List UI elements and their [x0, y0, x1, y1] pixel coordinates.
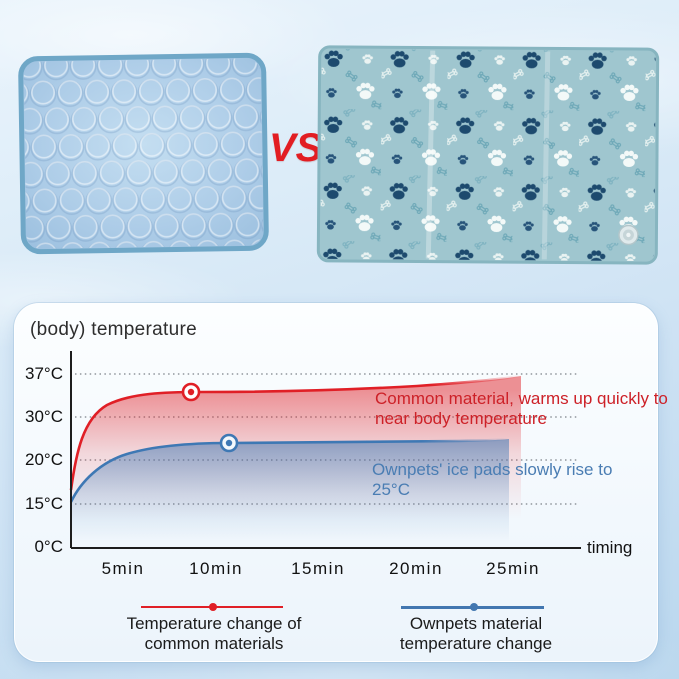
mat-valve-icon [618, 224, 639, 246]
common-material-marker [181, 382, 201, 402]
ownpets-curve [69, 437, 510, 503]
axes [70, 351, 581, 549]
xtick-25min: 25min [486, 559, 540, 578]
plain-cooling-mat-image [18, 52, 269, 255]
legend-common-line [141, 603, 283, 611]
ytick-0c: 0°C [34, 537, 63, 556]
legend-ownpets-line [401, 603, 544, 611]
ownpets-marker [219, 433, 239, 453]
common-material-curve [69, 374, 522, 491]
legend-ownpets-label: Ownpets material temperature change [399, 614, 553, 654]
ownpets-annotation: Ownpets' ice pads slowly rise to 25°C [372, 460, 613, 500]
legend-common-dot [209, 603, 217, 611]
xtick-15min: 15min [291, 559, 345, 578]
temperature-chart-panel: (body) temperature [14, 303, 668, 662]
xtick-5min: 5min [101, 559, 145, 578]
ownpets-area [71, 439, 509, 548]
x-axis-label: timing [587, 538, 633, 557]
vs-label: VS [269, 126, 323, 170]
chart-title: (body) temperature [30, 319, 197, 340]
xtick-10min: 10min [189, 559, 243, 578]
legend-ownpets-dot [470, 603, 478, 611]
paw-print-cooling-mat-image [316, 45, 660, 265]
ytick-37c: 37°C [25, 364, 63, 383]
legend-common-label: Temperature change of common materials [126, 614, 302, 654]
ytick-15c: 15°C [25, 494, 63, 513]
ytick-20c: 20°C [25, 450, 63, 469]
temperature-line-chart [69, 351, 581, 549]
common-material-annotation: Common material, warms up quickly to nea… [375, 389, 668, 429]
xtick-20min: 20min [389, 559, 443, 578]
ytick-30c: 30°C [25, 407, 63, 426]
